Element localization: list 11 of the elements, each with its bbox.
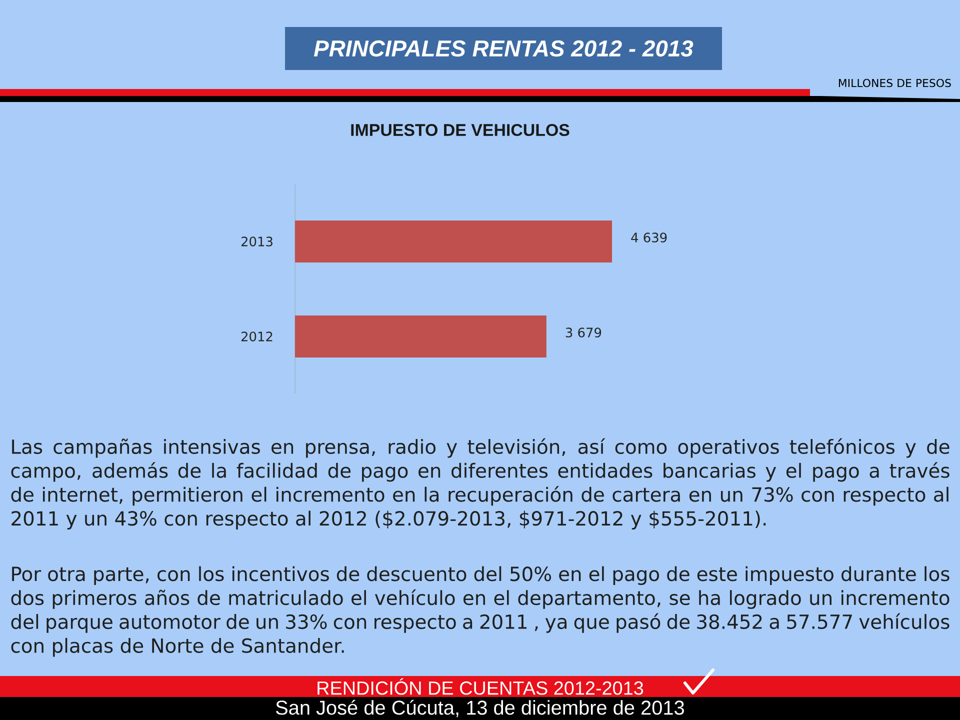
- data-label: 4 639: [631, 232, 667, 242]
- y-tick-label: 2012: [241, 332, 272, 342]
- text: Las campañas intensivas en prensa, radio y televisión, así como operativos telefónicos y de campo, además de la facilidad de pago en diferentes entidades bancarias y el pago a través de internet, permitieron el incremento en la recuperación de cartera en un 73% con respecto al 2011 y un 43% con respecto al 2012 ($2.079-2013, $971-2012 y $555-2011).: [11, 438, 950, 530]
- text: San José de Cúcuta, 13 de diciembre de 2013: [276, 700, 684, 718]
- text: Por otra parte, con los incentivos de descuento del 50% en el pago de este impuesto durante los dos primeros años de matriculado el vehículo en el departamento, se ha logrado un incremento del parque automotor de un 33% con respecto a 2011 , ya que pasó de 38.452 a 57.577 vehículos con placas de Norte de Santander.: [11, 566, 950, 657]
- chart-title: PRINCIPALES RENTAS 2012 - 2013: [314, 40, 694, 57]
- data-label: 3 679: [566, 328, 602, 338]
- text: MILLONES DE PESOS: [838, 78, 951, 88]
- y-tick-label: 2013: [241, 236, 272, 246]
- chart-subtitle: IMPUESTO DE VEHICULOS: [351, 124, 570, 136]
- text: RENDICIÓN DE CUENTAS 2012-2013: [318, 678, 644, 695]
